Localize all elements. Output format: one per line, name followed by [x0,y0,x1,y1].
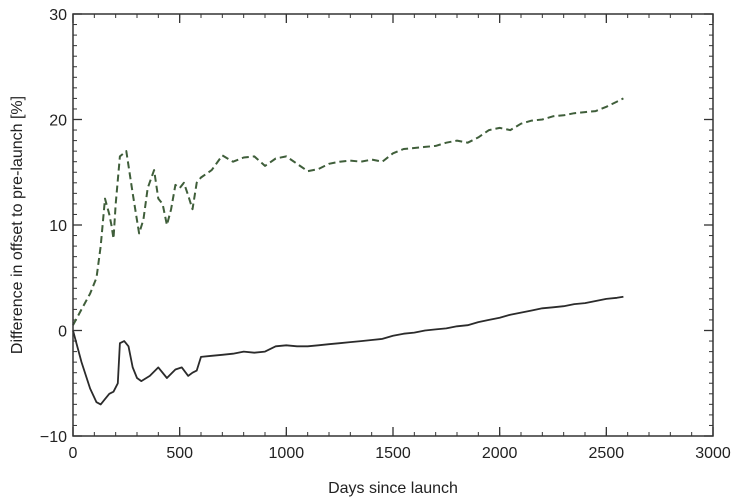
y-axis-title: Difference in offset to pre-launch [%] [9,96,26,354]
x-axis-title: Days since launch [328,480,458,497]
x-tick-label: 1500 [375,445,411,462]
y-tick-label: 30 [49,7,67,24]
major-ticks [72,13,714,437]
x-tick-label: 2500 [589,445,625,462]
y-tick-label: 10 [49,218,67,235]
x-tick-label: 1000 [269,445,305,462]
x-tick-label: 500 [166,445,193,462]
y-tick-label: 20 [49,113,67,130]
x-tick-label: 2000 [482,445,518,462]
x-tick-labels: 0 500 1000 1500 2000 2500 3000 [69,445,731,462]
y-tick-label: −10 [40,429,67,446]
x-tick-label: 0 [69,445,78,462]
y-tick-labels: −10 0 10 20 30 [40,7,67,446]
y-tick-label: 0 [58,324,67,341]
dashed-series-line [72,97,624,326]
plot-frame [72,13,714,437]
x-tick-label: 3000 [695,445,731,462]
solid-series-line [72,295,624,406]
series-layer [72,97,624,406]
